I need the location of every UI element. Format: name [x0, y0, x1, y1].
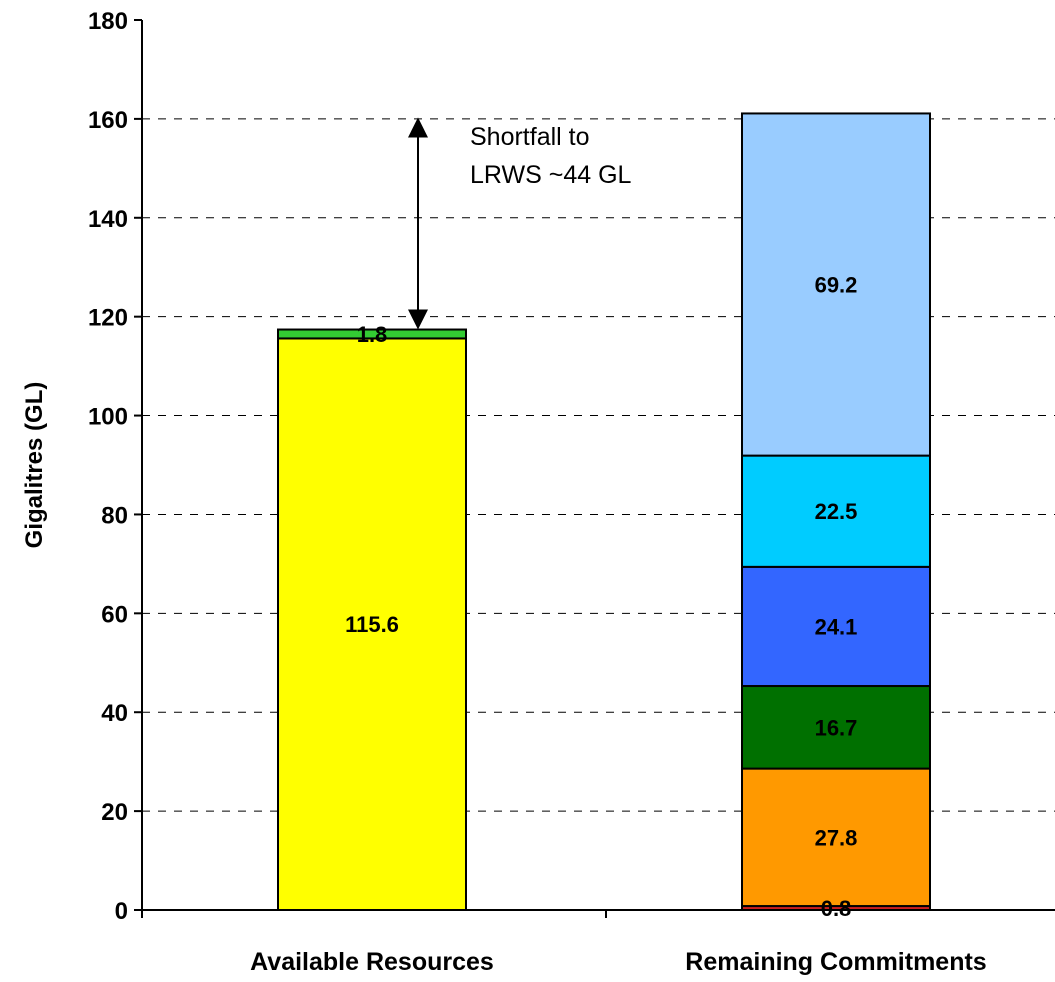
data-label: 24.1 [815, 614, 858, 639]
shortfall-annotation: Shortfall to LRWS ~44 GL [408, 117, 632, 330]
y-tick-label: 140 [88, 206, 128, 233]
bar-segment [277, 328, 467, 340]
y-tick-label: 20 [101, 799, 128, 826]
data-label: 0.8 [821, 896, 852, 921]
y-axis-title: Gigalitres (GL) [21, 382, 48, 549]
data-label: 69.2 [815, 273, 858, 298]
annotation-text: Shortfall to [470, 123, 590, 151]
y-tick-label: 160 [88, 107, 128, 134]
data-label: 27.8 [815, 825, 858, 850]
data-label: 16.7 [815, 715, 858, 740]
y-tick-label: 120 [88, 305, 128, 332]
axes: 0 20 40 60 80 100 120 140 160 180 Available Resour… [88, 8, 1055, 976]
y-tick-label: 40 [101, 700, 128, 727]
x-category-label: Remaining Commitments [685, 948, 986, 976]
bar-segment [741, 685, 931, 770]
bar-segment [741, 767, 931, 908]
data-label: 115.6 [345, 612, 399, 637]
y-tick-label: 100 [88, 404, 128, 431]
y-tick-label: 180 [88, 8, 128, 35]
y-tick-label: 80 [101, 502, 128, 529]
data-label: 22.5 [815, 499, 858, 524]
x-category-label: Available Resources [250, 948, 494, 976]
annotation-text: LRWS ~44 GL [470, 161, 632, 189]
data-labels: 115.6 1.8 0.8 27.8 16.7 24.1 22.5 69.2 [345, 273, 857, 921]
bar-segment [277, 337, 467, 911]
y-tick-label: 0 [115, 898, 128, 925]
data-label: 1.8 [357, 322, 388, 347]
bar-segment [741, 112, 931, 457]
bars [277, 112, 931, 911]
y-tick-label: 60 [101, 601, 128, 628]
